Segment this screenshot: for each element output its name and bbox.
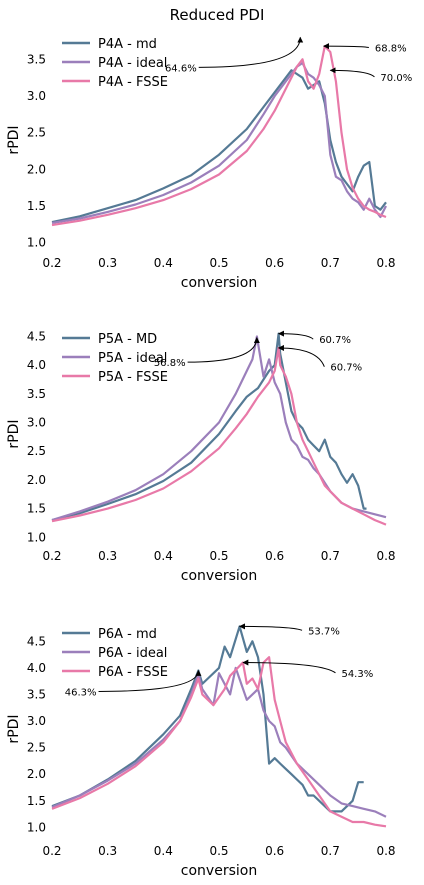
y-axis-label: rPDI [6,419,22,448]
x-tick-label: 0.7 [321,549,340,563]
plots: 0.2 0.3 0.4 0.5 0.6 0.7 0.8 1.0 1.5 2.0 2.5 3.0 3.5 c… [6,36,412,879]
x-tick-label: 0.7 [321,256,340,270]
x-tick-label: 0.3 [98,549,117,563]
figure-title: Reduced PDI [170,6,265,24]
annotation-label: 53.7% [308,626,340,637]
y-tick-label: 4.5 [27,329,46,343]
series-line-fsse [51,346,387,526]
y-tick-label: 4.0 [27,661,46,675]
series-line-md [51,625,364,813]
legend-label: P6A - md [98,627,157,642]
y-tick-label: 1.0 [27,530,46,544]
legend-label: P4A - md [98,37,157,52]
y-tick-label: 2.5 [27,741,46,755]
x-axis-label: conversion [181,275,257,291]
annotation-arrow [238,623,303,631]
y-tick-label: 1.0 [27,236,46,250]
x-tick-label: 0.5 [209,844,228,858]
x-tick-label: 0.6 [265,844,284,858]
x-tick-label: 0.5 [209,256,228,270]
x-tick-label: 0.3 [98,256,117,270]
x-tick-label: 0.4 [154,844,173,858]
x-tick-label: 0.7 [321,844,340,858]
y-tick-label: 4.5 [27,634,46,648]
y-tick-label: 1.0 [27,820,46,834]
y-axis-label: rPDI [6,714,22,743]
annotation-arrow [98,669,202,692]
annotation-arrow [277,344,325,367]
x-tick-label: 0.2 [42,549,61,563]
x-tick-label: 0.8 [376,844,395,858]
series-line-md [51,332,367,522]
annotation-arrow [323,43,369,50]
y-tick-label: 1.5 [27,794,46,808]
annotation-label: 60.7% [319,335,351,346]
x-tick-label: 0.3 [98,844,117,858]
annotation-label: 56.8% [154,358,186,369]
annotation-label: 46.3% [65,687,97,698]
y-tick-label: 3.5 [27,387,46,401]
x-tick-label: 0.6 [265,549,284,563]
legend-label: P6A - FSSE [98,665,168,680]
x-tick-label: 0.8 [376,549,395,563]
y-tick-label: 2.0 [27,162,46,176]
annotation-arrow [329,67,375,78]
x-tick-label: 0.5 [209,549,228,563]
x-axis-label: conversion [181,863,257,879]
y-tick-label: 2.0 [27,473,46,487]
y-tick-label: 3.5 [27,52,46,66]
plot-1: 0.2 0.3 0.4 0.5 0.6 0.7 0.8 1.0 1.5 2.0 2.5 3.0 3.5 c… [6,36,412,291]
annotation-arrow [187,337,260,363]
x-axis-label: conversion [181,568,257,584]
series-line-ideal [51,666,387,818]
annotation-label: 54.3% [341,669,373,680]
x-tick-label: 0.6 [265,256,284,270]
x-tick-label: 0.4 [154,549,173,563]
legend-label: P5A - FSSE [98,370,168,385]
y-tick-label: 4.0 [27,358,46,372]
series-line-fsse [51,44,387,227]
annotation-arrow [198,36,304,68]
y-tick-label: 2.5 [27,126,46,140]
series-line-md [51,69,387,224]
legend-label: P5A - MD [98,332,157,347]
annotation-arrow [242,659,336,674]
x-tick-label: 0.8 [376,256,395,270]
x-tick-label: 0.2 [42,256,61,270]
y-tick-label: 3.0 [27,416,46,430]
y-tick-label: 2.5 [27,444,46,458]
series-line-fsse [51,656,387,828]
series-line-ideal [51,61,387,224]
annotation-label: 68.8% [375,44,407,55]
y-tick-label: 3.0 [27,89,46,103]
y-tick-label: 1.5 [27,199,46,213]
legend-label: P6A - ideal [98,646,167,661]
legend-label: P4A - ideal [98,56,167,71]
y-tick-label: 2.0 [27,767,46,781]
annotation-arrow [277,330,314,340]
annotation-label: 70.0% [380,73,412,84]
plot-3: 0.2 0.3 0.4 0.5 0.6 0.7 0.8 1.0 1.5 2.0 2.5 3.0 3.5 4… [6,623,396,879]
legend-label: P5A - ideal [98,351,167,366]
y-tick-label: 3.0 [27,714,46,728]
y-axis-label: rPDI [6,125,22,154]
legend-label: P4A - FSSE [98,75,168,90]
annotation-label: 64.6% [165,63,197,74]
plot-2: 0.2 0.3 0.4 0.5 0.6 0.7 0.8 1.0 1.5 2.0 2.5 3.0 3.5 4… [6,329,396,584]
annotation-label: 60.7% [330,363,362,374]
y-tick-label: 3.5 [27,687,46,701]
x-tick-label: 0.4 [154,256,173,270]
y-tick-label: 1.5 [27,502,46,516]
x-tick-label: 0.2 [42,844,61,858]
